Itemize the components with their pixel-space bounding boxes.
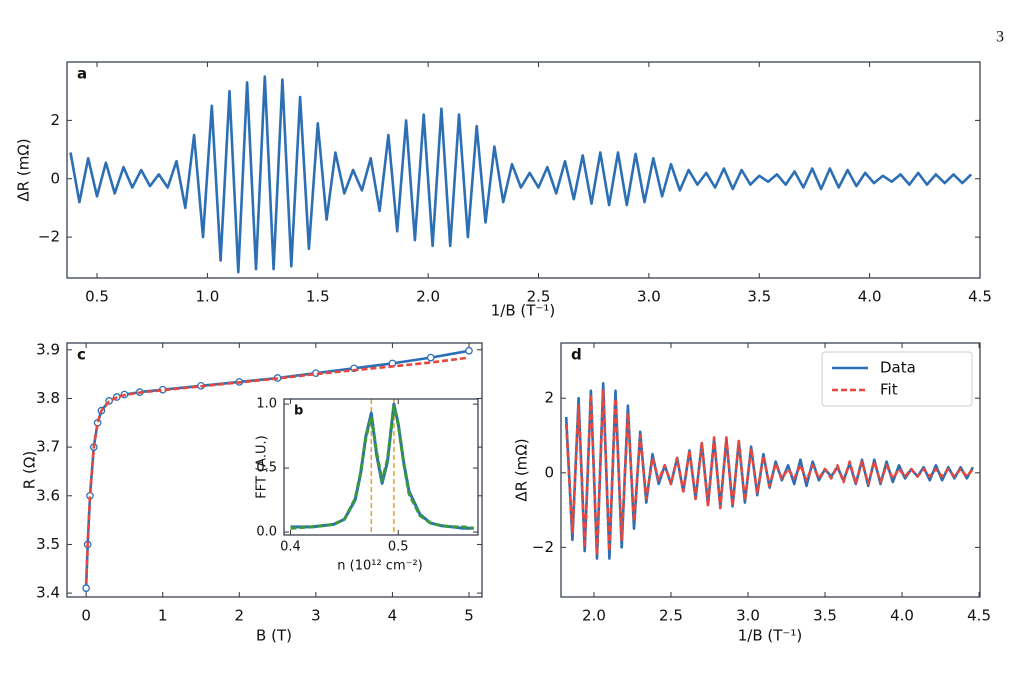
legend-label: Data xyxy=(880,359,916,377)
panel-label: d xyxy=(571,346,582,364)
data-line xyxy=(69,75,973,274)
data-point xyxy=(465,346,473,355)
panel-label: c xyxy=(77,346,86,364)
axes-frame xyxy=(66,342,483,598)
y-tick-label: −2 xyxy=(532,538,554,556)
x-tick-label: 3.5 xyxy=(747,288,771,306)
x-axis-label: 1/B (T⁻¹) xyxy=(738,627,802,645)
series-group xyxy=(82,346,473,593)
x-tick-label: 4.0 xyxy=(890,607,914,625)
plot-area xyxy=(284,399,478,535)
x-tick-label: 3.5 xyxy=(813,607,837,625)
x-tick-label: 4.5 xyxy=(968,288,992,306)
axes-frame xyxy=(283,398,479,536)
plot-area xyxy=(67,62,980,278)
series-group xyxy=(290,402,474,530)
y-tick-label: 3.8 xyxy=(36,389,60,407)
panel: 0.5 1.0 1.5 2.0 2.5 3.0 3.5 4.0 4.5 −2 0 2 a 1/B (T⁻¹… xyxy=(15,61,992,320)
x-tick-label: 2.5 xyxy=(527,288,551,306)
legend-box xyxy=(821,351,973,407)
x-tick-label: 4.5 xyxy=(967,607,991,625)
x-axis-label: B (T) xyxy=(256,627,292,645)
y-tick-label: 3.9 xyxy=(36,340,60,358)
axes-frame xyxy=(66,61,981,279)
y-axis-label: ΔR (mΩ) xyxy=(15,138,33,201)
x-tick-label: 0 xyxy=(81,607,91,625)
y-tick-label: 3.6 xyxy=(36,486,60,504)
y-tick-label: 1.0 xyxy=(256,397,277,412)
legend-label: Fit xyxy=(880,381,898,399)
x-tick-label: 5 xyxy=(464,607,474,625)
x-tick-label: 1.5 xyxy=(306,288,330,306)
x-tick-label: 2 xyxy=(235,607,245,625)
y-tick-label: 0.0 xyxy=(256,525,277,540)
y-axis-label: FFT (A.U.) xyxy=(255,435,270,498)
y-tick-label: 2 xyxy=(544,389,554,407)
x-tick-label: 3.0 xyxy=(637,288,661,306)
x-tick-label: 0.5 xyxy=(85,288,109,306)
data-line xyxy=(84,356,470,584)
y-tick-label: 2 xyxy=(50,111,60,129)
panel-label: b xyxy=(294,404,303,419)
x-tick-label: 3 xyxy=(311,607,321,625)
x-axis-label: 1/B (T⁻¹) xyxy=(491,302,555,320)
x-tick-label: 3.0 xyxy=(736,607,760,625)
x-tick-label: 2.5 xyxy=(659,607,683,625)
data-point xyxy=(426,353,435,362)
series-group xyxy=(69,75,973,274)
x-tick-label: 1 xyxy=(158,607,168,625)
y-axis-label: R (Ω) xyxy=(21,451,39,489)
axes-frame xyxy=(560,342,981,598)
panel: 2.0 2.5 3.0 3.5 4.0 4.5 −2 0 2 d 1/B (T⁻¹) ΔR (mΩ) D… xyxy=(513,342,991,645)
y-axis-label: ΔR (mΩ) xyxy=(513,438,531,501)
data-line xyxy=(290,405,474,530)
x-tick-label: 4.0 xyxy=(858,288,882,306)
y-tick-label: −2 xyxy=(38,228,60,246)
y-tick-label: 3.5 xyxy=(36,535,60,553)
page-number: 3 xyxy=(996,29,1004,46)
data-line xyxy=(564,382,975,560)
x-tick-label: 4 xyxy=(388,607,398,625)
panel-label: a xyxy=(77,65,87,83)
x-tick-label: 1.0 xyxy=(195,288,219,306)
y-tick-label: 0 xyxy=(544,463,554,481)
x-tick-label: 2.0 xyxy=(582,607,606,625)
data-line xyxy=(564,389,974,557)
x-tick-label: 0.4 xyxy=(280,540,301,555)
x-tick-label: 2.0 xyxy=(416,288,440,306)
y-tick-label: 3.7 xyxy=(36,438,60,456)
y-tick-label: 0.5 xyxy=(256,461,277,476)
x-tick-label: 0.5 xyxy=(388,540,409,555)
panel: 0.4 0.5 0.0 0.5 1.0 b n (10¹² cm⁻²) FFT (A.U.) xyxy=(255,397,479,574)
y-tick-label: 3.4 xyxy=(36,584,60,602)
data-point xyxy=(82,584,90,593)
y-tick-label: 0 xyxy=(50,169,60,187)
panel: 0 1 2 3 4 5 3.4 3.5 3.6 3.7 3.8 3.9 c B (T) R (Ω) xyxy=(21,340,483,645)
series-group xyxy=(564,382,975,560)
x-axis-label: n (10¹² cm⁻²) xyxy=(337,559,423,574)
